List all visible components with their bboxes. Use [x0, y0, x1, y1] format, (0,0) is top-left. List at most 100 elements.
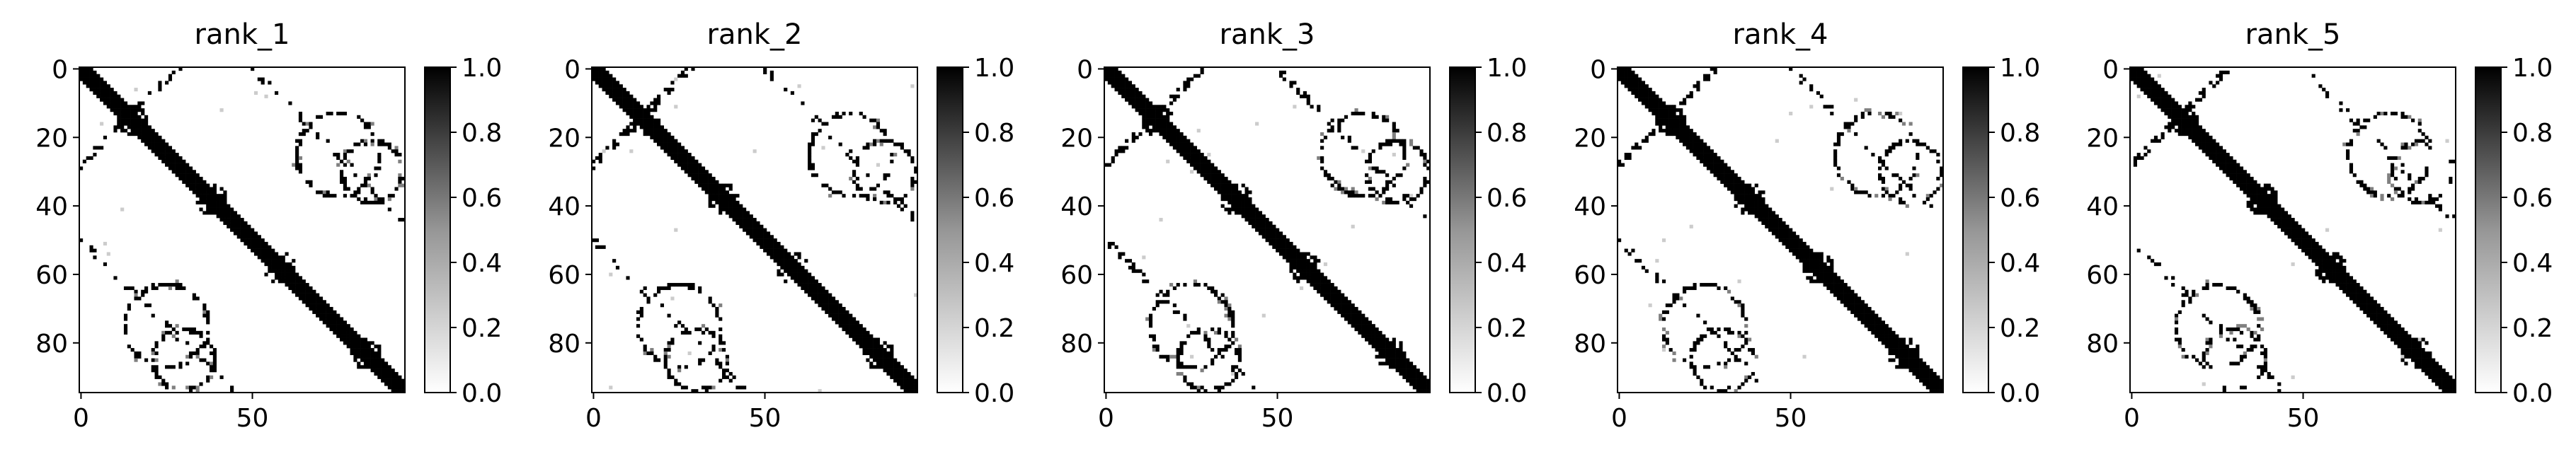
heatmap-cell — [1179, 371, 1184, 376]
heatmap-cell — [838, 142, 842, 146]
heatmap-cell — [1166, 132, 1170, 137]
heatmap-cell — [1676, 293, 1680, 297]
heatmap-cell — [230, 385, 234, 390]
heatmap-cell — [1919, 142, 1923, 146]
heatmap-cell — [1190, 365, 1194, 369]
heatmap-cell — [1744, 207, 1748, 211]
heatmap-cell — [175, 166, 179, 170]
heatmap-cell — [1148, 105, 1153, 109]
heatmap-cell — [377, 200, 382, 204]
heatmap-cell — [1618, 70, 1622, 74]
heatmap-cell — [825, 122, 829, 126]
heatmap-cell — [1672, 358, 1676, 362]
heatmap-cell — [2151, 84, 2155, 88]
heatmap-cell — [96, 81, 101, 85]
heatmap-cell — [1641, 139, 1646, 143]
heatmap-cell — [2253, 197, 2257, 202]
heatmap-cell — [1423, 159, 1427, 163]
heatmap-cell — [103, 241, 108, 246]
heatmap-cell — [1693, 132, 1697, 137]
heatmap-cell — [835, 313, 839, 318]
heatmap-cell — [2198, 125, 2202, 129]
heatmap-cell — [230, 218, 234, 222]
heatmap-cell — [1916, 365, 1920, 369]
heatmap-cell — [869, 118, 874, 122]
heatmap-cell — [1152, 334, 1156, 338]
heatmap-cell — [1303, 276, 1307, 280]
heatmap-cell — [1703, 163, 1707, 167]
heatmap-cell — [244, 224, 248, 228]
heatmap-cell — [1734, 197, 1738, 202]
heatmap-cell — [2164, 94, 2168, 98]
heatmap-cell — [852, 317, 857, 321]
heatmap-cell — [2250, 300, 2254, 304]
heatmap-cell — [401, 385, 406, 390]
heatmap-cell — [1651, 129, 1656, 133]
heatmap-cell — [790, 276, 794, 280]
heatmap-cell — [1220, 180, 1225, 184]
heatmap-cell — [1118, 255, 1122, 260]
heatmap-cell — [2246, 327, 2250, 332]
heatmap-cell — [1878, 330, 1882, 335]
heatmap-cell — [130, 111, 134, 116]
heatmap-cell — [739, 211, 743, 215]
heatmap-cell — [127, 111, 131, 116]
heatmap-cell — [377, 159, 382, 163]
heatmap-cell — [879, 365, 883, 369]
heatmap-cell — [842, 111, 846, 116]
heatmap-cell — [346, 337, 350, 342]
heatmap-cell — [2219, 159, 2223, 163]
heatmap-cell — [1148, 115, 1153, 119]
heatmap-cell — [2428, 200, 2432, 204]
heatmap-cell — [387, 385, 391, 390]
heatmap-cell — [1406, 375, 1410, 379]
heatmap-cell — [2185, 293, 2189, 297]
heatmap-cell — [370, 358, 374, 362]
heatmap-cell — [1847, 125, 1851, 129]
heatmap-cell — [1354, 310, 1358, 314]
heatmap-cell — [1816, 91, 1820, 95]
heatmap-cell — [1121, 81, 1126, 85]
heatmap-cell — [381, 369, 385, 373]
heatmap-cell — [1111, 156, 1115, 161]
heatmap-cell — [1347, 190, 1351, 195]
heatmap-cell — [1744, 187, 1748, 191]
heatmap-cell — [199, 344, 203, 349]
heatmap-cell — [1148, 132, 1153, 137]
heatmap-cell — [322, 303, 326, 308]
heatmap-cell — [188, 354, 193, 359]
heatmap-cell — [1689, 135, 1693, 139]
heatmap-cell — [357, 348, 361, 352]
heatmap-cell — [219, 218, 224, 222]
heatmap-cell — [1693, 365, 1697, 369]
heatmap-cell — [2253, 187, 2257, 191]
heatmap-cell — [814, 283, 818, 287]
heatmap-cell — [1768, 207, 1773, 211]
heatmap-cell — [1155, 300, 1160, 304]
heatmap-cell — [684, 149, 688, 153]
heatmap-cell — [264, 241, 268, 246]
heatmap-cell — [1696, 341, 1700, 345]
heatmap-cell — [1929, 369, 1933, 373]
heatmap-cell — [719, 337, 723, 342]
heatmap-cell — [1392, 358, 1396, 362]
heatmap-cell — [151, 146, 155, 150]
heatmap-cell — [1713, 170, 1717, 174]
heatmap-cell — [319, 313, 324, 318]
heatmap-cell — [2205, 132, 2209, 137]
heatmap-cell — [1317, 259, 1321, 263]
heatmap-cell — [1627, 74, 1632, 78]
heatmap-cell — [701, 330, 706, 335]
heatmap-cell — [1665, 125, 1669, 129]
heatmap-cell — [1655, 94, 1659, 98]
heatmap-cell — [639, 310, 643, 314]
heatmap-cell — [2428, 139, 2432, 143]
heatmap-cell — [2277, 214, 2282, 219]
heatmap-cell — [178, 365, 183, 369]
heatmap-cell — [1392, 348, 1396, 352]
heatmap-cell — [1196, 283, 1201, 287]
heatmap-cell — [1248, 211, 1252, 215]
heatmap-cell — [677, 320, 682, 325]
heatmap-cell — [1392, 139, 1396, 143]
heatmap-cell — [2387, 173, 2391, 178]
